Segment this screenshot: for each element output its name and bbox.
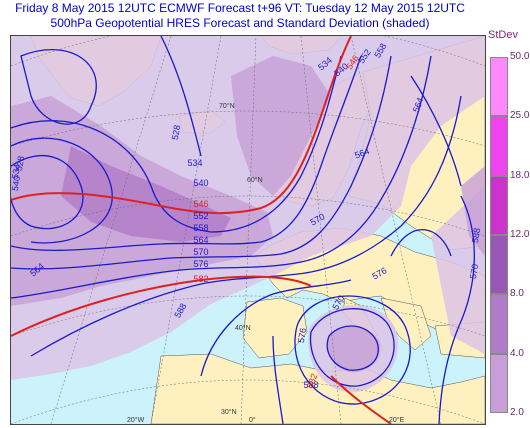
highlight-contours xyxy=(11,36,392,424)
graticule xyxy=(11,36,485,424)
stdev-shade-mid xyxy=(461,166,485,256)
chart-title: Friday 8 May 2015 12UTC ECMWF Forecast t… xyxy=(15,1,465,15)
contour-label: 582 xyxy=(193,274,208,284)
stdev-shade-mid xyxy=(231,56,331,196)
colorbar-title: StDev xyxy=(488,29,518,41)
latitude-label: 40°N xyxy=(235,324,251,332)
contour-label: 540 xyxy=(193,178,208,188)
contour-line xyxy=(390,228,452,257)
colorbar-tick-label: 25.0 xyxy=(510,110,530,122)
colorbar-tick-label: 8.0 xyxy=(510,288,524,300)
land-iberia xyxy=(242,297,308,359)
colorbar-box xyxy=(490,175,508,235)
contour-line xyxy=(272,335,284,424)
graticule-line xyxy=(11,295,485,337)
contour-label: 588 xyxy=(470,227,482,244)
colorbar-tick-label: 4.0 xyxy=(510,347,524,359)
contour-label: 570 xyxy=(193,247,208,257)
contour-line xyxy=(11,137,113,244)
forecast-map: 534 540 546 552 558 564 528 534 540 546 552 558 564 5… xyxy=(10,35,486,425)
contour-line xyxy=(200,279,352,377)
colorbar-box xyxy=(490,57,508,117)
contour-line xyxy=(20,49,97,125)
contour-label: 558 xyxy=(193,223,208,233)
contour-line xyxy=(309,308,395,387)
contour-line xyxy=(11,55,342,233)
colorbar-box xyxy=(490,235,508,295)
contour-label: 552 xyxy=(193,211,208,221)
contour-label: 540 xyxy=(11,175,22,192)
stdev-colorbar: StDev 50.0 25.0 18.0 12.0 8.0 4.0 2.0 xyxy=(488,29,530,418)
graticule-line xyxy=(11,36,485,67)
contour-line xyxy=(11,55,432,299)
colorbar-tick-label: 12.0 xyxy=(510,229,530,240)
contour-label: 528 xyxy=(170,124,182,141)
contour-line-582 xyxy=(11,275,312,337)
chart-subtitle: 500hPa Geopotential HRES Forecast and St… xyxy=(50,16,430,30)
contour-label: 534 xyxy=(11,163,22,180)
colorbar-box xyxy=(490,353,508,413)
graticule-line xyxy=(11,195,485,237)
contour-label: 564 xyxy=(353,146,371,161)
contour-line-582 xyxy=(330,375,392,424)
contour-line xyxy=(438,195,475,424)
contour-label: 528 xyxy=(14,155,26,172)
graticule-line xyxy=(150,36,222,424)
contour-line xyxy=(11,155,84,230)
contour-label: 564 xyxy=(193,235,208,245)
contour-label: 564 xyxy=(411,96,426,114)
graticule-labels: 70°N 60°N 40°N 30°N 20°W 0° 20°E xyxy=(127,102,405,424)
longitude-label: 20°E xyxy=(389,416,405,424)
contour-line xyxy=(294,295,411,405)
colorbar-tick-label: 18.0 xyxy=(510,169,530,181)
contour-label: 576 xyxy=(296,327,308,344)
colorbar-box xyxy=(490,294,508,354)
contour-line xyxy=(160,36,202,157)
longitude-label: 0° xyxy=(249,416,256,424)
colorbar-tick-label: 50.0 xyxy=(510,51,530,62)
graticule-line xyxy=(11,110,485,147)
colorbar-tick-label: 2.0 xyxy=(510,407,524,418)
longitude-label: 20°W xyxy=(127,416,145,424)
contour-label: 582 xyxy=(305,372,320,390)
contour-line xyxy=(11,55,362,252)
graticule-line xyxy=(11,379,485,424)
contour-line-546 xyxy=(11,36,352,215)
graticule-line xyxy=(240,36,257,424)
contour-line xyxy=(410,75,462,187)
contour-line xyxy=(30,95,462,357)
graticule-line xyxy=(300,36,342,424)
latitude-label: 30°N xyxy=(221,408,237,416)
stdev-shade-mid xyxy=(327,326,381,373)
contour-label: 576 xyxy=(193,259,208,269)
contour-line xyxy=(326,325,379,371)
contour-label: 534 xyxy=(187,158,202,168)
land-north-africa xyxy=(150,353,485,424)
colorbar-box xyxy=(490,116,508,176)
contour-label: 570 xyxy=(468,263,480,280)
stdev-shade-high xyxy=(61,146,231,242)
geopotential-contours xyxy=(11,36,475,424)
latitude-label: 70°N xyxy=(219,102,235,110)
latitude-label: 60°N xyxy=(247,176,263,184)
contour-line xyxy=(11,55,392,270)
contour-label: 588 xyxy=(303,380,318,390)
contour-label: 546 xyxy=(193,199,208,209)
